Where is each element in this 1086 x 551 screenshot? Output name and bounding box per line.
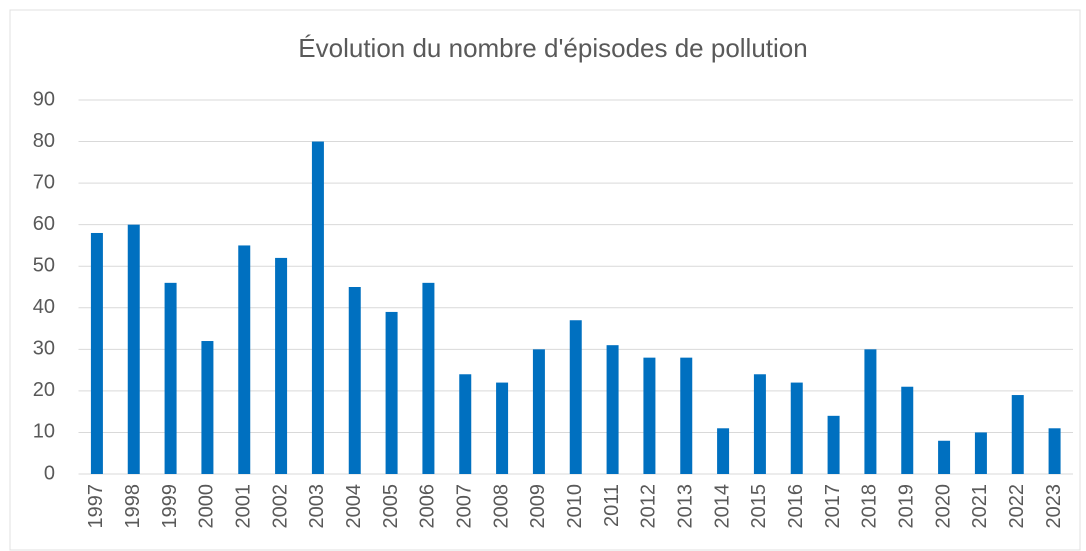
bar bbox=[901, 386, 914, 474]
y-tick-label: 40 bbox=[33, 296, 55, 318]
bar bbox=[827, 415, 840, 474]
x-tick-label: 1998 bbox=[122, 484, 144, 529]
x-tick-label: 2009 bbox=[527, 484, 549, 529]
x-tick-label: 2007 bbox=[454, 484, 476, 529]
bar bbox=[864, 349, 877, 474]
x-tick-label: 2012 bbox=[638, 484, 660, 529]
x-tick-label: 2014 bbox=[711, 484, 733, 529]
x-tick-label: 2019 bbox=[896, 484, 918, 529]
x-tick-label: 2022 bbox=[1006, 484, 1028, 529]
x-tick-label: 2003 bbox=[306, 484, 328, 529]
x-tick-label: 2006 bbox=[417, 484, 439, 529]
bar bbox=[753, 374, 766, 474]
x-tick-label: 2002 bbox=[269, 484, 291, 529]
x-tick-label: 2010 bbox=[564, 484, 586, 529]
x-tick-label: 2008 bbox=[490, 484, 512, 529]
y-tick-label: 50 bbox=[33, 255, 55, 277]
x-tick-label: 2017 bbox=[822, 484, 844, 529]
y-tick-label: 0 bbox=[44, 462, 55, 484]
x-tick-label: 2004 bbox=[343, 484, 365, 529]
y-tick-label: 20 bbox=[33, 379, 55, 401]
y-tick-label: 10 bbox=[33, 421, 55, 443]
x-tick-label: 2018 bbox=[859, 484, 881, 529]
bar bbox=[1011, 395, 1024, 474]
bar bbox=[717, 428, 730, 474]
x-tick-label: 1999 bbox=[159, 484, 181, 529]
x-tick-label: 2001 bbox=[233, 484, 255, 529]
bar bbox=[90, 232, 103, 474]
bar bbox=[238, 245, 251, 474]
x-tick-label: 2020 bbox=[932, 484, 954, 529]
bar bbox=[569, 320, 582, 474]
bar bbox=[348, 287, 361, 474]
y-tick-label: 30 bbox=[33, 338, 55, 360]
bar bbox=[459, 374, 472, 474]
bar bbox=[127, 224, 140, 474]
x-tick-label: 1997 bbox=[85, 484, 107, 529]
x-tick-label: 2015 bbox=[748, 484, 770, 529]
x-tick-label: 2013 bbox=[675, 484, 697, 529]
bar bbox=[974, 432, 987, 474]
bar bbox=[201, 341, 214, 474]
bar bbox=[938, 440, 951, 474]
bar bbox=[422, 282, 435, 474]
bar bbox=[606, 345, 619, 474]
x-tick-label: 2021 bbox=[969, 484, 991, 529]
bar bbox=[680, 357, 693, 474]
x-tick-label: 2000 bbox=[196, 484, 218, 529]
y-tick-label: 90 bbox=[33, 88, 55, 110]
x-tick-label: 2011 bbox=[601, 484, 623, 527]
bar bbox=[311, 141, 324, 475]
y-tick-label: 80 bbox=[33, 130, 55, 152]
bar bbox=[643, 357, 656, 474]
chart-title: Évolution du nombre d'épisodes de pollut… bbox=[298, 33, 807, 63]
bar bbox=[164, 282, 177, 474]
x-tick-label: 2005 bbox=[380, 484, 402, 529]
y-tick-label: 70 bbox=[33, 171, 55, 193]
x-tick-label: 2023 bbox=[1043, 484, 1065, 529]
bar bbox=[790, 382, 803, 474]
bar bbox=[275, 257, 288, 474]
bar bbox=[1048, 428, 1061, 474]
x-tick-label: 2016 bbox=[785, 484, 807, 529]
bar bbox=[496, 382, 509, 474]
bar bbox=[532, 349, 545, 474]
bar bbox=[385, 311, 398, 474]
y-tick-label: 60 bbox=[33, 213, 55, 235]
